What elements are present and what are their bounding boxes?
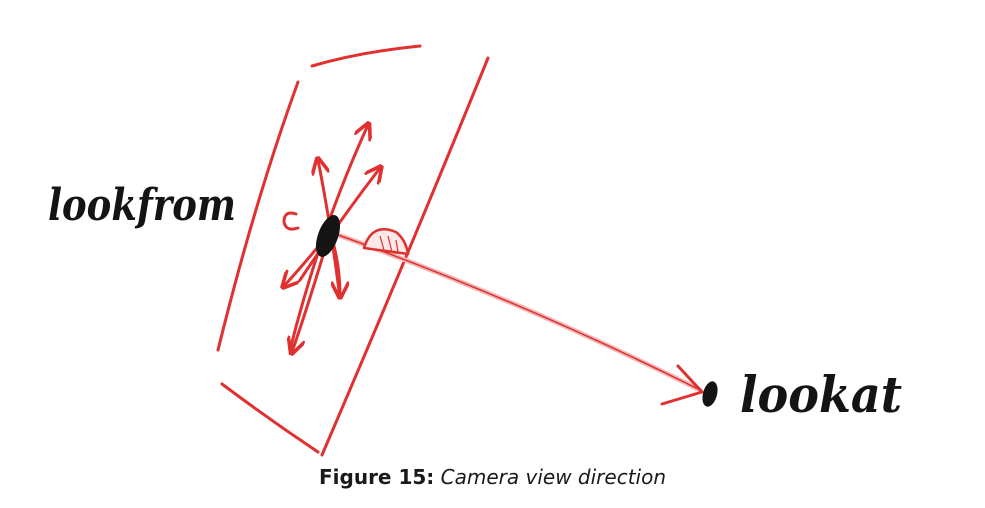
view-ray-arrowhead [660,364,704,406]
view-ray [327,229,704,406]
arrow-up-right [298,168,380,282]
camera-left-mark [282,211,300,231]
lookat-label: lookat [740,365,902,424]
plane-left-edge [216,80,300,352]
camera-fov-mark [362,228,410,256]
view-ray-line [327,229,703,393]
camera-point [282,211,410,257]
camera-fov-hatch [379,235,399,253]
figure-title: Camera view direction [440,465,666,489]
figure-number: Figure 15: [319,465,435,489]
camera-eye [315,215,341,257]
view-ray-core [329,231,701,391]
figure-caption: Figure 15: Camera view direction [0,465,985,489]
camera-diagram: lookfrom lookat [48,44,902,457]
lookat-point [702,381,718,407]
plane-right-edge [320,56,490,457]
image-plane [216,44,490,457]
plane-top-edge [310,44,422,68]
plane-bottom-edge [220,382,320,454]
lookfrom-label: lookfrom [48,180,236,231]
